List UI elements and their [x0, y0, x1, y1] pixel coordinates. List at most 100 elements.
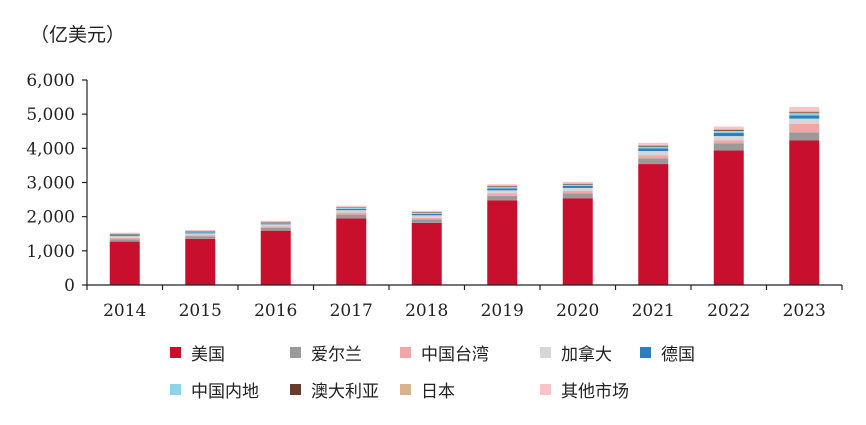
bar-segment — [260, 230, 291, 285]
y-tick-label: 4,000 — [26, 139, 75, 159]
bar-segment — [411, 210, 442, 212]
legend-swatch — [290, 347, 301, 358]
bar-segment — [109, 235, 140, 237]
x-tick-label: 2016 — [254, 301, 297, 321]
bar-segment — [487, 195, 518, 201]
legend-item: 美国 — [170, 340, 290, 365]
bar-segment — [562, 187, 593, 192]
bar-segment — [185, 238, 216, 285]
x-tick-label: 2020 — [556, 301, 599, 321]
bar-segment — [336, 208, 367, 211]
bar-segment — [487, 186, 518, 187]
bar-segment — [260, 220, 291, 222]
legend-item: 加拿大 — [540, 340, 640, 365]
bar-segment — [638, 144, 669, 146]
legend-swatch — [540, 384, 551, 395]
legend-label: 中国内地 — [191, 382, 259, 402]
legend-swatch — [290, 384, 301, 395]
bar-segment — [713, 129, 744, 131]
legend-item: 中国内地 — [170, 377, 290, 402]
y-tick-label: 3,000 — [26, 174, 75, 194]
bar-segment — [487, 193, 518, 196]
bar-segment — [185, 236, 216, 239]
bar-segment — [109, 236, 140, 238]
bar-segment — [713, 130, 744, 131]
legend-label: 中国台湾 — [421, 345, 489, 365]
bar-segment — [109, 241, 140, 285]
bar-segment — [562, 183, 593, 185]
legend-item: 爱尔兰 — [290, 340, 400, 365]
bar-segment — [562, 184, 593, 186]
legend-swatch — [170, 384, 181, 395]
legend-item: 澳大利亚 — [290, 377, 400, 402]
bar-segment — [562, 198, 593, 285]
legend-item: 其他市场 — [540, 377, 640, 402]
bar-segment — [185, 231, 216, 233]
bar-segment — [336, 207, 367, 209]
bar-segment — [713, 132, 744, 137]
bar-segment — [411, 217, 442, 220]
bar-segment — [562, 181, 593, 184]
y-tick-label: 6,000 — [26, 71, 75, 91]
bar-segment — [260, 222, 291, 224]
bar-segment — [109, 237, 140, 240]
bar-segment — [789, 140, 820, 285]
bar-segment — [260, 224, 291, 227]
bar-segment — [185, 230, 216, 232]
x-tick-label: 2017 — [330, 301, 373, 321]
bar-segment — [789, 113, 820, 116]
bar-segment — [789, 106, 820, 112]
legend-item: 德国 — [640, 340, 730, 365]
legend: 美国 爱尔兰 中国台湾 加拿大 德国中国内地 澳大利亚 日本 其他市场 — [170, 340, 730, 402]
bar-segment — [789, 123, 820, 133]
bar-segment — [185, 232, 216, 234]
legend-label: 爱尔兰 — [311, 345, 362, 365]
y-tick-label: 5,000 — [26, 105, 75, 125]
bar-segment — [638, 158, 669, 165]
bar-segment — [109, 234, 140, 236]
bar-segment — [713, 143, 744, 151]
legend-swatch — [170, 347, 181, 358]
bar-segment — [562, 185, 593, 188]
x-tick-label: 2023 — [783, 301, 826, 321]
bar-segment — [185, 229, 216, 231]
bar-segment — [411, 215, 442, 218]
bar-segment — [336, 214, 367, 219]
bar-segment — [336, 206, 367, 208]
bar-segment — [713, 140, 744, 144]
bar-segment — [185, 235, 216, 237]
bar-segment — [260, 226, 291, 228]
y-tick-label: 2,000 — [26, 208, 75, 228]
bar-segment — [411, 219, 442, 223]
bar-segment — [638, 155, 669, 159]
y-tick-label: 1,000 — [26, 242, 75, 262]
x-tick-label: 2019 — [481, 301, 524, 321]
legend-swatch — [400, 384, 411, 395]
bar-segment — [789, 115, 820, 119]
x-tick-label: 2018 — [405, 301, 448, 321]
legend-swatch — [400, 347, 411, 358]
bar-segment — [336, 205, 367, 207]
legend-label: 日本 — [421, 382, 455, 402]
bar-segment — [713, 150, 744, 285]
bar-segment — [336, 212, 367, 215]
bar-segment — [638, 164, 669, 285]
bar-segment — [638, 148, 669, 152]
legend-label: 澳大利亚 — [311, 382, 379, 402]
bar-segment — [789, 132, 820, 141]
bar-chart-plot: 0 1,000 2,000 3,000 4,000 5,000 6,000 2014 2015 2… — [26, 71, 843, 321]
x-tick-label: 2015 — [179, 301, 222, 321]
bar-segment — [789, 112, 820, 114]
bar-segment — [411, 211, 442, 213]
bar-segment — [260, 223, 291, 225]
legend-swatch — [540, 347, 551, 358]
bar-segment — [562, 193, 593, 199]
bar-segment — [713, 130, 744, 133]
x-tick-label: 2014 — [103, 301, 146, 321]
bar-segment — [260, 222, 291, 223]
bar-segment — [109, 239, 140, 242]
bar-segment — [336, 218, 367, 285]
bar-segment — [260, 227, 291, 231]
x-tick-label: 2022 — [707, 301, 750, 321]
